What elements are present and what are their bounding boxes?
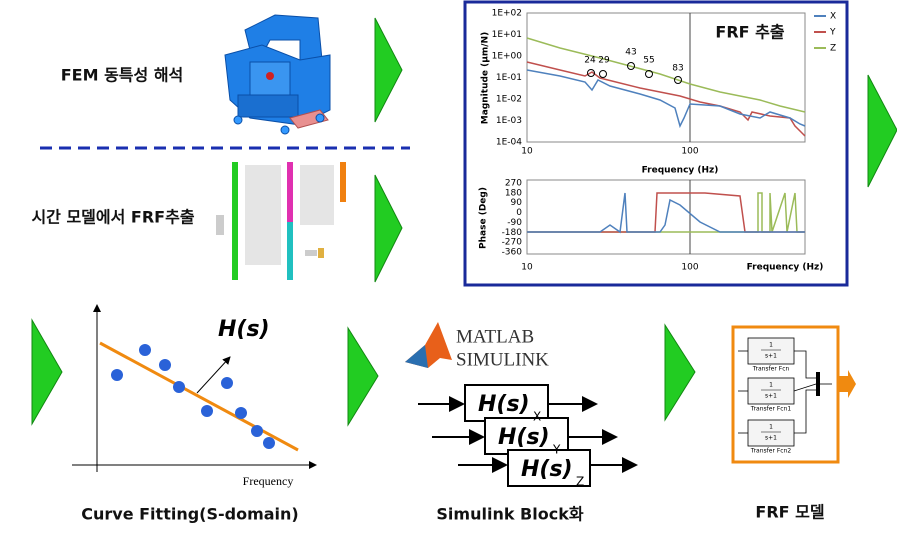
tf-denominator: s+1 xyxy=(765,435,777,442)
y-tick-label: 180 xyxy=(505,188,522,198)
block-subscript: X xyxy=(533,410,541,424)
y-axis-label: Magnitude (μm/N) xyxy=(481,32,491,124)
peak-label: 24 xyxy=(584,56,596,66)
tf-numerator: 1 xyxy=(769,424,773,431)
tf-name: Transfer Fcn2 xyxy=(750,448,792,455)
y-tick-label: 270 xyxy=(505,179,522,189)
y-tick-label: 90 xyxy=(511,198,523,208)
peak-label: 43 xyxy=(625,48,636,58)
curve-fit xyxy=(72,304,317,472)
tf-denominator: s+1 xyxy=(765,393,777,400)
tf-numerator: 1 xyxy=(769,382,773,389)
logo-text: MATLAB xyxy=(456,326,534,347)
legend-label: Y xyxy=(829,28,836,38)
block-function: H(s) xyxy=(478,392,530,417)
step-label: FEM 동특성 해석 xyxy=(61,66,184,85)
step-label: Simulink Block화 xyxy=(436,505,583,524)
y-axis-label: Phase (Deg) xyxy=(479,187,489,249)
block-subscript: Y xyxy=(552,443,561,457)
peak-label: 55 xyxy=(643,56,654,66)
step-arrows xyxy=(31,17,897,427)
simulink-blocks xyxy=(418,384,638,487)
frf-model xyxy=(731,325,856,464)
x-axis-label: Frequency (Hz) xyxy=(747,263,824,273)
step-label: Curve Fitting(S-domain) xyxy=(81,505,299,524)
y-tick-label: 1E-03 xyxy=(496,116,522,126)
function-label: H(s) xyxy=(218,317,270,342)
y-tick-label: 0 xyxy=(516,208,522,218)
peak-label: 83 xyxy=(672,64,683,74)
fem-model xyxy=(224,14,331,135)
y-tick-label: -360 xyxy=(502,247,523,257)
x-tick-label: 100 xyxy=(681,263,698,273)
y-tick-label: 1E+00 xyxy=(492,52,523,62)
y-tick-label: 1E+02 xyxy=(492,9,522,19)
phase-plot xyxy=(526,179,806,255)
legend-label: Z xyxy=(830,44,836,54)
x-tick-label: 100 xyxy=(681,147,698,157)
time-model xyxy=(216,162,346,280)
x-axis-label: Frequency (Hz) xyxy=(642,166,719,176)
tf-fraction-lines xyxy=(761,349,781,433)
simulink-logo xyxy=(405,322,452,368)
tf-denominator: s+1 xyxy=(765,353,777,360)
y-tick-label: 1E-01 xyxy=(496,73,522,83)
x-tick-label: 10 xyxy=(521,147,533,157)
y-tick-label: 1E-04 xyxy=(496,138,522,148)
logo-text: SIMULINK xyxy=(456,349,549,370)
magnitude-plot xyxy=(526,12,826,143)
step-label: FRF 모델 xyxy=(755,503,824,522)
tf-numerator: 1 xyxy=(769,342,773,349)
x-tick-label: 10 xyxy=(521,263,533,273)
tf-name: Transfer Fcn1 xyxy=(750,406,792,413)
y-tick-label: -90 xyxy=(507,218,522,228)
block-function: H(s) xyxy=(521,457,573,482)
step-label: 시간 모델에서 FRF추출 xyxy=(31,208,194,227)
tf-name: Transfer Fcn xyxy=(752,366,790,373)
legend-label: X xyxy=(830,12,836,22)
y-tick-label: -180 xyxy=(502,228,523,238)
x-axis-label: Frequency xyxy=(243,474,294,488)
y-tick-label: -270 xyxy=(502,238,523,248)
block-subscript: Z xyxy=(576,475,584,489)
panel-title: FRF 추출 xyxy=(715,23,784,42)
y-tick-label: 1E+01 xyxy=(492,30,522,40)
peak-label: 29 xyxy=(598,56,610,66)
block-function: H(s) xyxy=(498,425,550,450)
y-tick-label: 1E-02 xyxy=(496,95,522,105)
